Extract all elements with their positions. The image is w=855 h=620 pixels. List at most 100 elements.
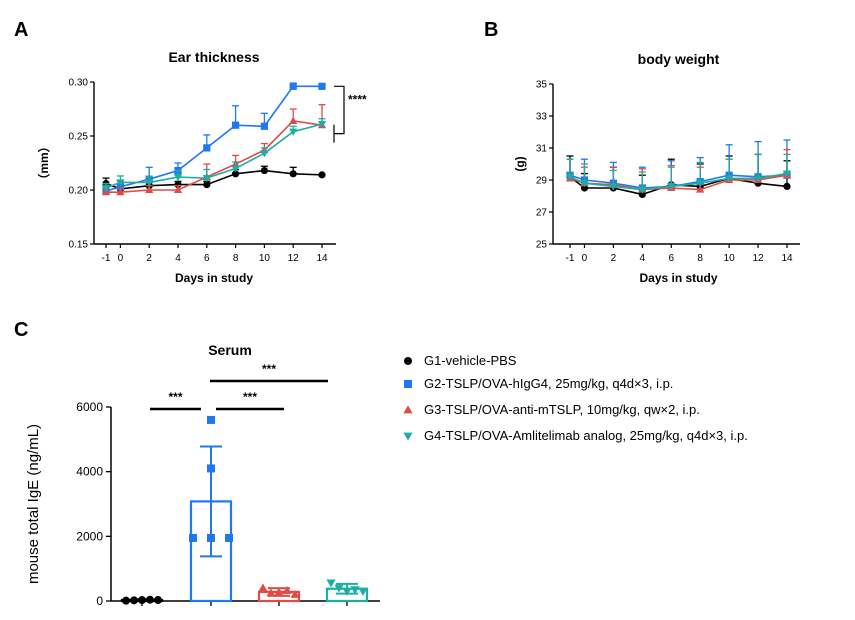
y-tick-label: 0: [96, 594, 103, 608]
x-tick-label: 8: [233, 253, 239, 264]
x-tick-label: 4: [640, 253, 646, 264]
data-point: [342, 587, 352, 596]
legend-item: G2-TSLP/OVA-hIgG4, 25mg/kg, q4d×3, i.p.: [404, 376, 673, 391]
data-point: [146, 595, 154, 604]
legend-label: G3-TSLP/OVA-anti-mTSLP, 10mg/kg, qw×2, i…: [424, 402, 700, 417]
significance-label: ***: [243, 390, 257, 404]
data-point: [274, 587, 284, 596]
chart-title: body weight: [638, 51, 720, 67]
y-tick-label: 25: [536, 240, 548, 251]
data-point: [130, 596, 138, 605]
data-point: [203, 144, 211, 152]
data-point: [122, 596, 130, 605]
x-tick-label: 2: [146, 253, 152, 264]
panel-b-chart: body weight 25 27 29 31 33 35 -1 0 2 4 6 8 10 12 14 Days…: [513, 51, 800, 285]
data-point: [101, 184, 111, 192]
data-point: [696, 180, 705, 188]
legend-label: G1-vehicle-PBS: [424, 353, 517, 368]
x-tick-label: 0: [118, 253, 124, 264]
y-tick-label: 4000: [76, 465, 103, 479]
chart-title: Ear thickness: [168, 49, 259, 65]
bar-group-4: [325, 579, 369, 603]
y-tick-label: 2000: [76, 529, 103, 543]
y-axis-label: (g): [513, 156, 527, 171]
panel-c-chart: Serum 0 2000 4000 6000 mouse total IgE (ng/mL…: [25, 342, 380, 608]
x-tick-label: 10: [259, 253, 271, 264]
legend-item: G3-TSLP/OVA-anti-mTSLP, 10mg/kg, qw×2, i…: [403, 402, 700, 417]
significance-line: ***: [150, 390, 201, 411]
x-tick-label: -1: [566, 253, 575, 264]
y-tick-label: 35: [536, 80, 548, 91]
legend-label: G2-TSLP/OVA-hIgG4, 25mg/kg, q4d×3, i.p.: [424, 376, 673, 391]
data-point: [203, 181, 211, 189]
data-point: [350, 586, 360, 595]
bracket-line: [334, 85, 345, 135]
legend-item: G4-TSLP/OVA-Amlitelimab analog, 25mg/kg,…: [403, 428, 748, 443]
y-tick-label: 33: [536, 112, 548, 123]
y-tick-label: 6000: [76, 400, 103, 414]
y-tick-label: 29: [536, 176, 548, 187]
data-point: [258, 583, 268, 592]
data-point: [145, 185, 154, 194]
data-point: [782, 170, 792, 178]
data-point: [232, 170, 240, 178]
data-point: [145, 179, 154, 187]
legend-marker: [404, 380, 412, 388]
significance-label: ***: [168, 390, 182, 404]
data-point: [116, 183, 124, 191]
significance-label: ****: [348, 92, 367, 106]
data-point: [116, 179, 125, 187]
legend: G1-vehicle-PBS G2-TSLP/OVA-hIgG4, 25mg/kg…: [403, 353, 748, 443]
significance-line: ***: [210, 362, 328, 383]
data-point: [202, 175, 211, 183]
data-point: [173, 173, 183, 182]
significance-label: ***: [262, 362, 276, 376]
legend-item: G1-vehicle-PBS: [404, 353, 517, 368]
data-point: [289, 170, 297, 178]
data-point: [289, 128, 298, 136]
data-point: [326, 579, 336, 588]
data-point: [260, 166, 268, 175]
bar-group-1: [120, 595, 164, 605]
data-point: [207, 533, 215, 542]
data-point: [266, 588, 276, 597]
significance-line: ***: [216, 390, 284, 411]
x-tick-label: 12: [288, 253, 300, 264]
chart-title: Serum: [208, 342, 252, 358]
x-tick-label: 0: [582, 253, 588, 264]
x-tick-label: -1: [102, 253, 111, 264]
legend-marker: [404, 357, 412, 365]
significance-bracket: ****: [333, 85, 367, 143]
y-tick-label: 31: [536, 144, 548, 155]
series-line: [105, 123, 323, 189]
y-tick-label: 0.20: [69, 186, 89, 197]
data-point: [232, 121, 240, 129]
data-point: [724, 175, 734, 183]
series-4: [565, 153, 792, 194]
data-point: [189, 533, 197, 542]
data-point: [667, 183, 676, 191]
series-2: [102, 82, 326, 195]
data-point: [334, 584, 344, 593]
data-point: [580, 180, 589, 188]
data-point: [207, 415, 215, 424]
data-point: [225, 533, 233, 542]
x-tick-label: 8: [697, 253, 703, 264]
data-point: [282, 586, 292, 595]
data-point: [318, 171, 326, 179]
panel-label-c: C: [14, 319, 28, 341]
data-point: [565, 173, 575, 181]
legend-label: G4-TSLP/OVA-Amlitelimab analog, 25mg/kg,…: [424, 428, 748, 443]
data-point: [138, 596, 146, 605]
y-tick-label: 0.30: [69, 78, 89, 89]
data-point: [260, 150, 269, 158]
series-1: [102, 165, 326, 193]
x-tick-label: 14: [316, 253, 328, 264]
x-tick-label: 6: [668, 253, 674, 264]
data-point: [609, 183, 618, 191]
data-point: [154, 596, 162, 605]
x-tick-label: 2: [611, 253, 617, 264]
data-point: [696, 185, 705, 193]
data-point: [174, 181, 182, 189]
data-point: [173, 185, 183, 194]
